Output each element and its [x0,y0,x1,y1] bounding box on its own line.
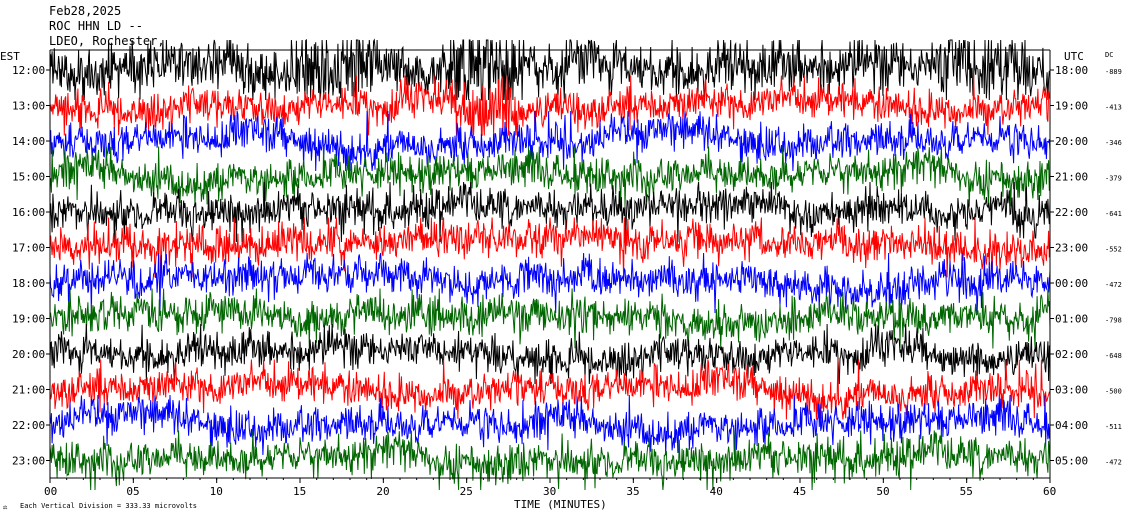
est-label-4: 16:00 [12,206,45,219]
right-zone-label: UTC [1064,50,1084,63]
x-tick-label-10: 50 [876,485,889,498]
x-tick-label-11: 55 [960,485,973,498]
trace-row-5 [49,217,1051,278]
dc-value-3: -379 [1105,175,1122,183]
est-label-3: 15:00 [12,171,45,184]
x-tick-label-9: 45 [793,485,806,498]
utc-label-8: 02:00 [1055,348,1088,361]
dc-value-5: -552 [1105,246,1122,254]
station-code: ROC HHN LD -- [49,19,143,33]
trace-row-3 [49,146,1051,207]
x-tick-label-3: 15 [293,485,306,498]
x-tick-label-0: 00 [44,485,57,498]
trace-row-8 [49,323,1051,385]
utc-label-1: 19:00 [1055,100,1088,113]
utc-label-7: 01:00 [1055,313,1088,326]
dc-value-0: -889 [1105,68,1122,76]
utc-label-6: 00:00 [1055,277,1088,290]
dc-value-6: -472 [1105,281,1122,289]
footer-note: Each Vertical Division = 333.33 microvol… [20,502,197,510]
x-tick-label-8: 40 [710,485,723,498]
x-tick-label-2: 10 [210,485,223,498]
est-label-0: 12:00 [12,64,45,77]
x-axis-ticks: 00 05 10 15 20 25 30 35 40 45 50 55 60 [44,478,1056,498]
dc-value-8: -648 [1105,352,1122,360]
trace-row-1 [49,75,1051,136]
trace-row-0 [49,38,1051,101]
est-label-11: 23:00 [12,455,45,468]
network-name: LDEO, Rochester, [49,34,165,48]
dc-value-1: -413 [1105,104,1122,112]
trace-group [49,38,1051,491]
est-label-8: 20:00 [12,348,45,361]
utc-label-4: 22:00 [1055,206,1088,219]
scale-icon: ⚖ [3,503,8,511]
est-label-6: 18:00 [12,277,45,290]
utc-label-10: 04:00 [1055,419,1088,432]
trace-row-11 [49,430,1051,491]
est-label-7: 19:00 [12,313,45,326]
trace-row-10 [49,394,1051,456]
utc-label-2: 20:00 [1055,135,1088,148]
est-label-1: 13:00 [12,100,45,113]
dc-value-11: -472 [1105,459,1122,467]
x-tick-label-1: 05 [126,485,139,498]
row-labels: 12:00 18:00 -889 13:00 19:00 -413 14:00 20:00 -3… [12,64,1122,468]
trace-row-6 [49,252,1051,314]
est-label-10: 22:00 [12,419,45,432]
utc-label-3: 21:00 [1055,171,1088,184]
left-zone-label: EST [0,50,20,63]
trace-row-7 [49,288,1051,349]
dc-value-9: -500 [1105,388,1122,396]
x-tick-label-5: 25 [460,485,473,498]
x-tick-label-7: 35 [626,485,639,498]
trace-row-2 [49,110,1051,172]
dc-header: DC [1105,51,1113,59]
est-label-9: 21:00 [12,384,45,397]
helicorder-date: Feb28,2025 [49,4,122,18]
est-label-2: 14:00 [12,135,45,148]
est-label-5: 17:00 [12,242,45,255]
utc-label-5: 23:00 [1055,242,1088,255]
dc-value-2: -346 [1105,139,1122,147]
x-tick-label-4: 20 [376,485,389,498]
utc-label-0: 18:00 [1055,64,1088,77]
utc-label-9: 03:00 [1055,384,1088,397]
trace-row-4 [49,181,1051,243]
x-tick-label-6: 30 [543,485,556,498]
dc-value-10: -511 [1105,423,1122,431]
dc-value-4: -641 [1105,210,1122,218]
utc-label-11: 05:00 [1055,455,1088,468]
trace-row-9 [49,359,1051,420]
dc-value-7: -798 [1105,317,1122,325]
x-tick-label-12: 60 [1043,485,1056,498]
x-axis-title: TIME (MINUTES) [514,498,607,511]
